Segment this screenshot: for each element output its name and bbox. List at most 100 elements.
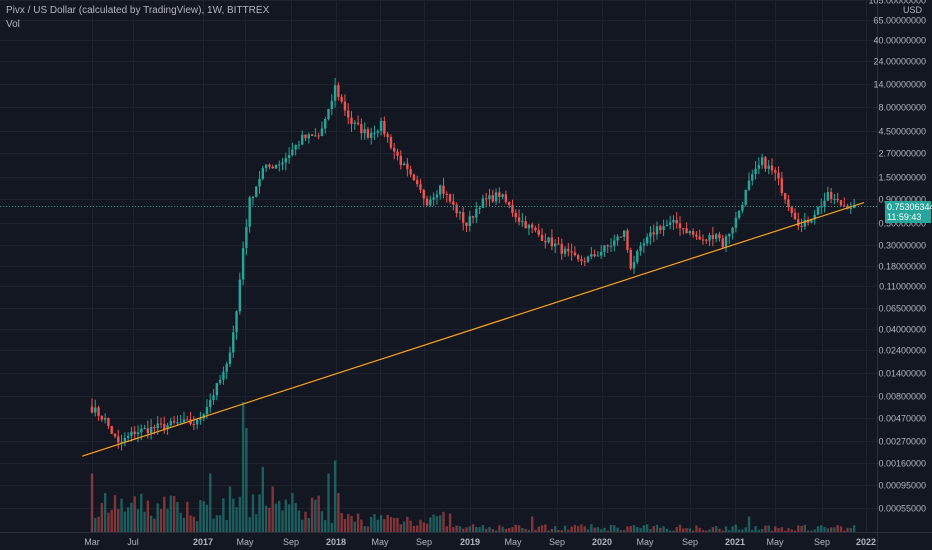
- candle-body: [189, 419, 192, 425]
- volume-bar: [172, 495, 176, 532]
- volume-bar: [166, 509, 169, 532]
- last-price-tag: 0.75306344 11:59:43: [885, 200, 932, 223]
- volume-bar: [442, 511, 445, 532]
- volume-bar: [836, 525, 839, 532]
- volume-bar: [790, 529, 793, 532]
- volume-bar: [232, 498, 235, 532]
- volume-bar: [215, 515, 219, 532]
- price-axis[interactable]: 105.00000000 65.00000000 40.00000000 24.000…: [868, 0, 926, 514]
- candle-body: [432, 197, 435, 200]
- candle-body: [419, 184, 422, 190]
- candle-body: [416, 179, 419, 185]
- volume-bar: [274, 503, 278, 532]
- volume-bar: [590, 524, 593, 532]
- volume-bar: [820, 525, 823, 532]
- candle-body: [199, 418, 202, 421]
- volume-bar: [540, 525, 544, 532]
- y-tick-label: 24.00000000: [873, 57, 926, 67]
- candle-body: [261, 168, 265, 179]
- volume-bar: [655, 524, 659, 532]
- candle-body: [603, 245, 606, 252]
- volume-bar: [652, 526, 655, 532]
- volume-bar: [383, 519, 386, 532]
- candle-body: [737, 210, 741, 218]
- volume-bar: [711, 527, 715, 532]
- candle-body: [783, 193, 787, 200]
- volume-bar: [205, 504, 209, 532]
- volume-bar: [366, 526, 370, 532]
- candle-body: [810, 219, 813, 223]
- candle-body: [186, 419, 189, 421]
- time-axis[interactable]: Mar Jul 2017 May Sep 2018 May Sep 2019 May Sep 2020…: [84, 537, 876, 547]
- candle-body: [728, 233, 731, 237]
- volume-bar: [728, 530, 731, 532]
- volume-bar: [511, 527, 514, 532]
- volume-bar: [120, 498, 123, 532]
- volume-bar: [245, 428, 248, 532]
- y-tick-label: 1.50000000: [878, 173, 926, 183]
- volume-bar: [297, 510, 301, 532]
- y-tick-label: 0.02400000: [878, 346, 926, 356]
- candle-body: [448, 194, 452, 202]
- volume-bar: [593, 527, 596, 532]
- candle-body: [133, 431, 136, 435]
- volume-bar: [176, 502, 179, 532]
- volume-bar: [455, 525, 458, 532]
- candle-body: [560, 244, 563, 254]
- volume-bar: [777, 528, 780, 532]
- volume-bar: [182, 517, 186, 532]
- candle-body: [337, 85, 340, 97]
- candle-body: [626, 230, 629, 250]
- candle-body: [731, 227, 734, 234]
- candle-body: [823, 200, 826, 207]
- volume-bar: [314, 499, 317, 532]
- volume-bar: [659, 527, 662, 532]
- candle-body: [544, 240, 547, 243]
- volume-bar: [416, 525, 419, 532]
- volume-indicator-label[interactable]: Vol: [6, 19, 20, 30]
- candle-body: [251, 197, 255, 199]
- volume-bar: [209, 473, 212, 532]
- volume-bar: [668, 530, 672, 532]
- volume-bar: [714, 526, 718, 532]
- x-tick-label: 2019: [460, 537, 480, 547]
- candle-body: [169, 421, 173, 426]
- candle-body: [278, 164, 281, 166]
- volume-bar: [751, 529, 754, 532]
- volume-bar: [734, 524, 738, 532]
- volume-bar: [475, 527, 478, 532]
- volume-bar: [649, 529, 652, 532]
- candle-body: [481, 198, 485, 208]
- volume-bar: [445, 526, 448, 532]
- candle-body: [100, 415, 104, 420]
- volume-bar: [731, 526, 734, 532]
- candle-body: [619, 236, 623, 238]
- volume-bar: [760, 528, 764, 532]
- x-tick-label: 2021: [725, 537, 745, 547]
- candle-body: [800, 225, 803, 227]
- volume-bar: [251, 494, 255, 532]
- volume-bar: [310, 497, 314, 532]
- volume-bar: [639, 528, 642, 532]
- trend-line[interactable]: [81, 201, 865, 457]
- candle-body: [471, 216, 475, 218]
- x-tick-label: 2020: [592, 537, 612, 547]
- volume-bar: [737, 529, 741, 532]
- x-tick-label: May: [236, 537, 254, 547]
- y-tick-label: 0.00800000: [878, 392, 926, 402]
- volume-bar: [97, 516, 100, 532]
- candle-body: [586, 256, 590, 262]
- volume-bar: [353, 521, 356, 532]
- volume-bar: [767, 525, 770, 532]
- volume-bar: [678, 524, 682, 532]
- volume-bar: [596, 527, 600, 532]
- candle-body: [514, 212, 517, 218]
- candle-body: [439, 185, 442, 195]
- candle-body: [258, 178, 261, 187]
- candle-body: [166, 425, 169, 430]
- y-tick-label: 14.00000000: [873, 80, 926, 90]
- y-tick-label: 0.00095000: [878, 481, 926, 491]
- volume-bar: [264, 505, 268, 532]
- candle-body: [573, 252, 577, 256]
